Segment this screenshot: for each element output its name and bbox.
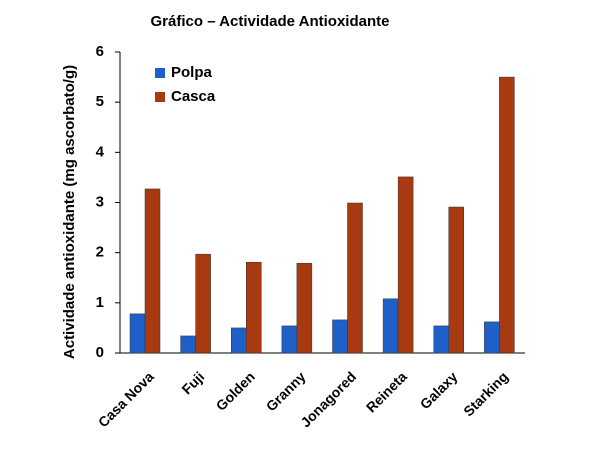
bar: [433, 325, 449, 354]
x-tick-label: Starking: [460, 368, 511, 419]
bar: [129, 313, 146, 354]
x-tick-label: Jonagored: [297, 368, 359, 430]
x-tick-label: Reineta: [363, 368, 410, 415]
bar: [296, 262, 313, 354]
legend-label: Polpa: [171, 64, 212, 81]
x-tick-label: Golden: [213, 368, 258, 413]
bar: [246, 261, 262, 354]
x-tick-label: Fuji: [178, 368, 207, 397]
legend-swatch: [155, 68, 165, 78]
y-tick-label: 5: [96, 93, 104, 110]
bar: [347, 202, 363, 354]
bar: [195, 253, 211, 354]
bar: [499, 76, 515, 354]
bar: [281, 325, 298, 354]
y-tick-label: 6: [96, 43, 104, 60]
x-tick-label: Granny: [263, 368, 309, 414]
y-tick-label: 1: [96, 294, 104, 311]
legend-label: Casca: [171, 88, 216, 105]
y-axis-label: Actividade antioxidante (mg ascorbato/g): [61, 65, 78, 359]
bar: [397, 176, 414, 354]
bar: [231, 327, 247, 354]
bar: [484, 321, 500, 354]
y-tick-label: 2: [96, 244, 104, 261]
x-tick-label: Galaxy: [417, 368, 461, 412]
y-tick-label: 4: [96, 143, 105, 160]
bar: [448, 206, 464, 354]
bar: [144, 188, 161, 354]
bar: [382, 298, 399, 354]
chart-title: Gráfico – Actividade Antioxidante: [151, 13, 390, 30]
x-tick-label: Casa Nova: [95, 368, 157, 430]
bar: [332, 319, 348, 354]
y-tick-label: 0: [96, 344, 104, 361]
legend-swatch: [155, 92, 165, 102]
y-tick-label: 3: [96, 193, 104, 210]
bar: [180, 335, 196, 354]
